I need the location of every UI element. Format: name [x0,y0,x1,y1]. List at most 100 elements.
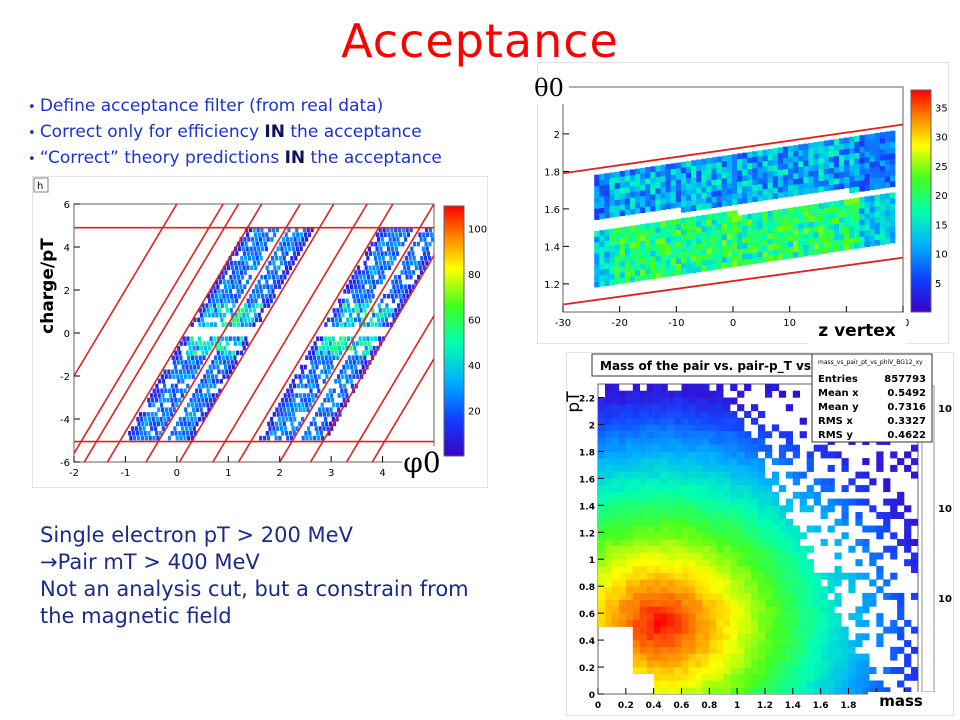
heatmap-cell [639,404,647,412]
heatmap-cell [706,231,712,237]
heatmap-cell [279,260,284,266]
heatmap-cell [758,518,766,526]
heatmap-cell [716,190,722,196]
heatmap-cell [605,539,613,546]
heatmap-cell [625,390,633,398]
heatmap-cell [818,146,824,153]
heatmap-cell [364,298,369,304]
heatmap-cell [844,182,850,189]
heatmap-cell [645,262,651,269]
heatmap-cell [256,241,260,247]
heatmap-cell [604,268,610,275]
heatmap-cell [277,265,281,271]
heatmap-cell [611,572,620,580]
heatmap-cell [737,444,745,452]
heatmap-cell [757,212,763,219]
heatmap-cell [645,178,651,185]
heatmap-cell [701,260,707,266]
heatmap-cell [639,478,647,486]
heatmap-cell [711,230,717,237]
heatmap-cell [744,545,752,553]
heatmap-cell [879,137,886,144]
heatmap-cell [639,660,647,668]
heatmap-cell [598,417,606,425]
heatmap-cell [862,653,870,661]
heatmap-cell [820,539,828,546]
heatmap-cell [785,437,793,445]
heatmap-cell [844,199,850,206]
heatmap-cell [765,518,773,526]
heatmap-cell [632,417,640,425]
heatmap-cell [650,239,656,246]
x-axis-label: z vertex [818,321,896,341]
heatmap-cell [618,592,627,600]
heatmap-cell [702,673,710,681]
y-tick-label: 1.4 [579,502,595,512]
heatmap-cell [604,246,610,253]
heatmap-cell [827,653,835,661]
heatmap-cell [653,451,661,459]
heatmap-cell [390,308,394,313]
heatmap-cell [674,673,682,681]
heatmap-cell [751,512,759,519]
heatmap-cell [884,153,891,160]
heatmap-cell [167,369,171,375]
heatmap-cell [723,431,731,439]
heatmap-cell [696,204,702,211]
heatmap-cell [711,179,717,186]
heatmap-cell [681,673,689,681]
heatmap-cell [209,322,214,327]
heatmap-cell [782,214,789,220]
heatmap-cell [758,572,766,580]
heatmap-cell [726,245,733,251]
heatmap-cell [711,224,717,231]
heatmap-cell [175,402,179,408]
heatmap-cell [674,579,682,587]
heatmap-cell [611,606,620,614]
heatmap-cell [890,464,898,472]
heatmap-cell [772,249,779,256]
heatmap-cell [315,431,320,436]
heatmap-cell [782,152,789,158]
heatmap-cell [758,559,766,567]
heatmap-cell [403,265,407,271]
heatmap-cell [747,225,753,231]
heatmap-cell [752,252,758,259]
heatmap-cell [792,599,800,607]
heatmap-cell [762,155,768,162]
heatmap-cell [721,240,728,246]
heatmap-cell [231,298,235,304]
heatmap-cell [848,545,856,553]
heatmap-cell [325,407,329,412]
heatmap-cell [670,270,677,276]
heatmap-cell [709,411,717,418]
heatmap-cell [605,411,613,418]
heatmap-cell [619,232,626,239]
heatmap-cell [827,633,835,641]
heatmap-cell [803,143,809,150]
heatmap-cell [751,539,759,546]
heatmap-cell [211,393,215,398]
y-tick-label: 1.6 [544,205,560,216]
heatmap-cell [744,552,752,560]
heatmap-cell [282,256,286,261]
heatmap-cell [605,437,613,445]
heatmap-cell [599,241,605,248]
heatmap-cell [594,174,600,181]
heatmap-cell [827,599,835,607]
heatmap-cell [674,660,682,668]
heatmap-cell [674,431,682,439]
heatmap-cell [675,224,682,231]
heatmap-cell [291,260,295,266]
heatmap-cell [820,572,828,580]
heatmap-cell [688,673,696,681]
heatmap-cell [270,270,274,275]
heatmap-cell [716,599,724,607]
heatmap-cell [695,552,703,560]
heatmap-cell [413,260,417,266]
heatmap-cell [813,680,821,688]
heatmap-cell [695,437,703,445]
heatmap-cell [176,374,180,379]
heatmap-cell [225,355,229,360]
heatmap-cell [758,619,766,627]
